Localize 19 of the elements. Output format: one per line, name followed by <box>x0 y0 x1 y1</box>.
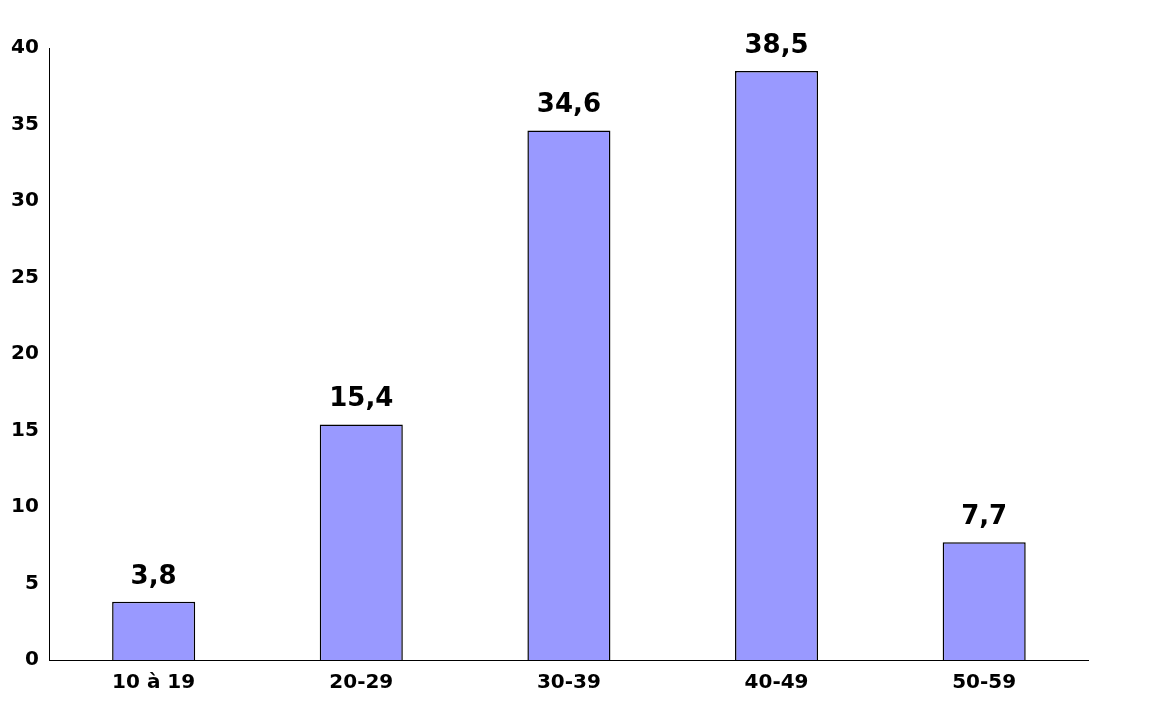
data-label: 15,4 <box>329 382 394 413</box>
y-tick-label: 20 <box>10 340 39 365</box>
data-label: 34,6 <box>536 88 601 119</box>
x-tick-label: 40-49 <box>744 669 809 694</box>
y-tick-label: 5 <box>24 569 39 594</box>
data-label: 7,7 <box>961 499 1008 530</box>
x-tick-label: 50-59 <box>952 669 1017 694</box>
data-label: 38,5 <box>744 28 809 59</box>
y-tick-label: 25 <box>10 263 39 288</box>
data-label: 3,8 <box>130 559 177 590</box>
y-tick-label: 10 <box>10 493 39 518</box>
y-tick-label: 15 <box>10 416 39 441</box>
x-tick-label: 30-39 <box>536 669 601 694</box>
y-tick-label: 30 <box>10 187 39 212</box>
x-tick-label: 10 à 19 <box>112 669 196 694</box>
y-tick-label: 35 <box>10 110 39 135</box>
y-tick-label: 40 <box>10 34 39 59</box>
x-tick-label: 20-29 <box>329 669 394 694</box>
y-tick-label: 0 <box>24 646 39 671</box>
